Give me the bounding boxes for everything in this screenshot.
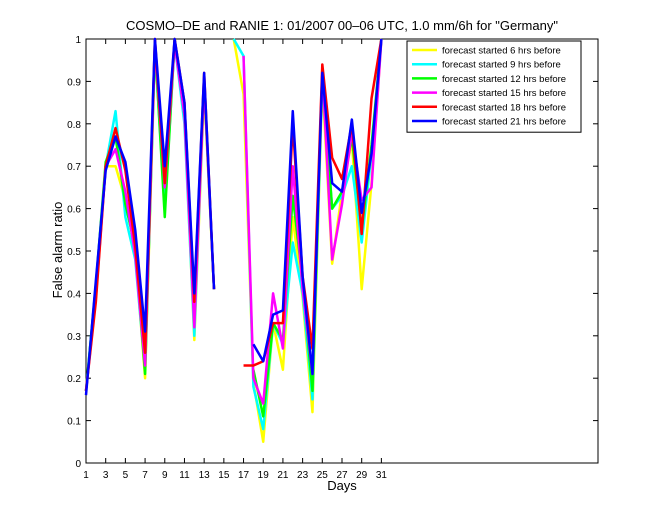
y-tick-label: 0.8 [67, 120, 81, 131]
x-tick-label: 19 [258, 470, 270, 481]
x-tick-label: 17 [238, 470, 250, 481]
legend-label: forecast started 18 hrs before [442, 102, 566, 113]
x-axis: 1 3 5 7 9 11 13 15 17 19 21 23 25 27 29 31 [83, 39, 387, 481]
series-lines [84, 37, 383, 444]
x-tick-label: 27 [336, 470, 348, 481]
x-tick-label: 11 [179, 470, 190, 481]
y-axis: 0 0.1 0.2 0.3 0.4 0.5 0.6 0.7 0.8 0.9 1 [67, 35, 598, 470]
legend-box [406, 40, 582, 133]
x-tick-label: 29 [356, 470, 368, 481]
x-tick-label: 15 [218, 470, 230, 481]
x-tick-label: 13 [199, 470, 211, 481]
x-tick-label: 3 [103, 470, 109, 481]
y-tick-label: 0.4 [67, 289, 81, 300]
legend-label: forecast started 9 hrs before [442, 60, 561, 71]
y-tick-label: 0.6 [67, 205, 81, 216]
y-tick-label: 0.5 [67, 247, 81, 258]
x-tick-label: 21 [277, 470, 289, 481]
legend-label: forecast started 6 hrs before [442, 46, 561, 57]
y-tick-label: 0.7 [67, 162, 81, 173]
legend-label: forecast started 21 hrs before [442, 117, 566, 128]
y-tick-label: 0.9 [67, 77, 81, 88]
x-tick-label: 5 [123, 470, 129, 481]
y-axis-label: False alarm ratio [50, 202, 65, 299]
x-tick-label: 9 [162, 470, 168, 481]
legend-label: forecast started 12 hrs before [442, 74, 566, 85]
y-tick-label: 0.1 [67, 417, 81, 428]
y-tick-label: 1 [75, 35, 81, 46]
legend: forecast started 6 hrs before forecast st… [406, 40, 582, 133]
legend-label: forecast started 15 hrs before [442, 88, 566, 99]
x-axis-label: Days [327, 478, 357, 493]
x-tick-label: 23 [297, 470, 309, 481]
x-tick-label: 25 [317, 470, 329, 481]
y-tick-label: 0.2 [67, 374, 81, 385]
x-tick-label: 31 [376, 470, 388, 481]
y-tick-label: 0.3 [67, 332, 81, 343]
y-tick-label: 0 [75, 459, 81, 470]
series-line-6 [84, 37, 383, 396]
chart-title: COSMO–DE and RANIE 1: 01/2007 00–06 UTC,… [126, 18, 558, 33]
x-tick-label: 7 [142, 470, 148, 481]
x-tick-label: 1 [83, 470, 89, 481]
